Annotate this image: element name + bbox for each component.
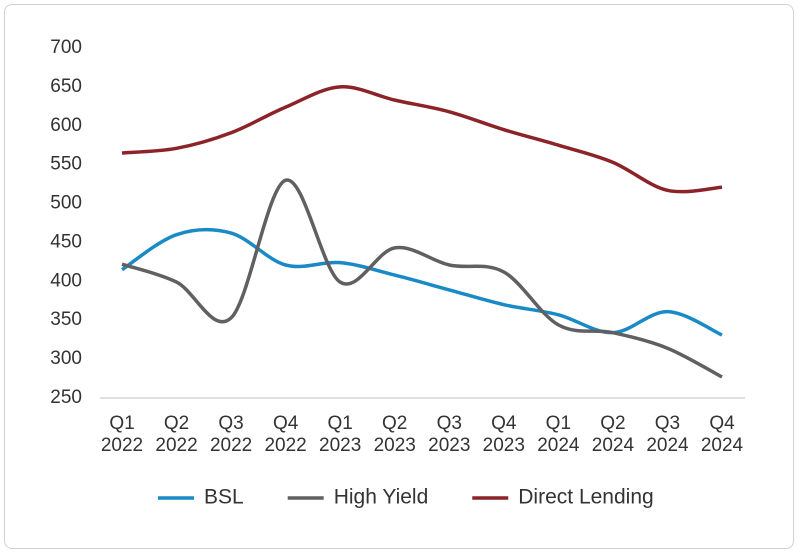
series-line [121, 178, 723, 379]
y-tick-label: 500 [50, 193, 82, 214]
y-tick-label: 300 [50, 348, 82, 369]
series-line [121, 85, 723, 194]
x-tick-label: Q2 2024 [591, 413, 635, 456]
x-tick-label: Q4 2023 [482, 413, 525, 456]
y-tick-label: 250 [50, 387, 82, 408]
y-tick-label: 400 [50, 270, 82, 291]
x-tick-label: Q4 2024 [700, 413, 744, 456]
x-tick-label: Q3 2023 [428, 413, 471, 456]
x-tick-label: Q4 2022 [264, 413, 307, 456]
y-tick-label: 350 [50, 309, 82, 330]
x-tick-label: Q2 2023 [373, 413, 416, 456]
chart-card [4, 4, 794, 549]
x-tick-label: Q1 2024 [537, 413, 580, 456]
y-tick-label: 550 [50, 154, 82, 175]
x-tick-label: Q2 2022 [155, 413, 198, 456]
legend-label: BSL [204, 486, 244, 509]
x-tick-label: Q3 2022 [209, 413, 253, 456]
x-tick-label: Q1 2022 [100, 413, 144, 456]
x-tick-label: Q3 2024 [646, 413, 689, 456]
y-tick-label: 450 [50, 231, 82, 252]
legend-label: High Yield [334, 486, 429, 509]
y-tick-label: 650 [50, 76, 82, 97]
y-tick-label: 600 [50, 115, 82, 136]
legend-label: Direct Lending [518, 486, 653, 509]
y-tick-label: 700 [50, 37, 82, 58]
series-line [121, 227, 723, 337]
x-tick-label: Q1 2023 [319, 413, 362, 456]
